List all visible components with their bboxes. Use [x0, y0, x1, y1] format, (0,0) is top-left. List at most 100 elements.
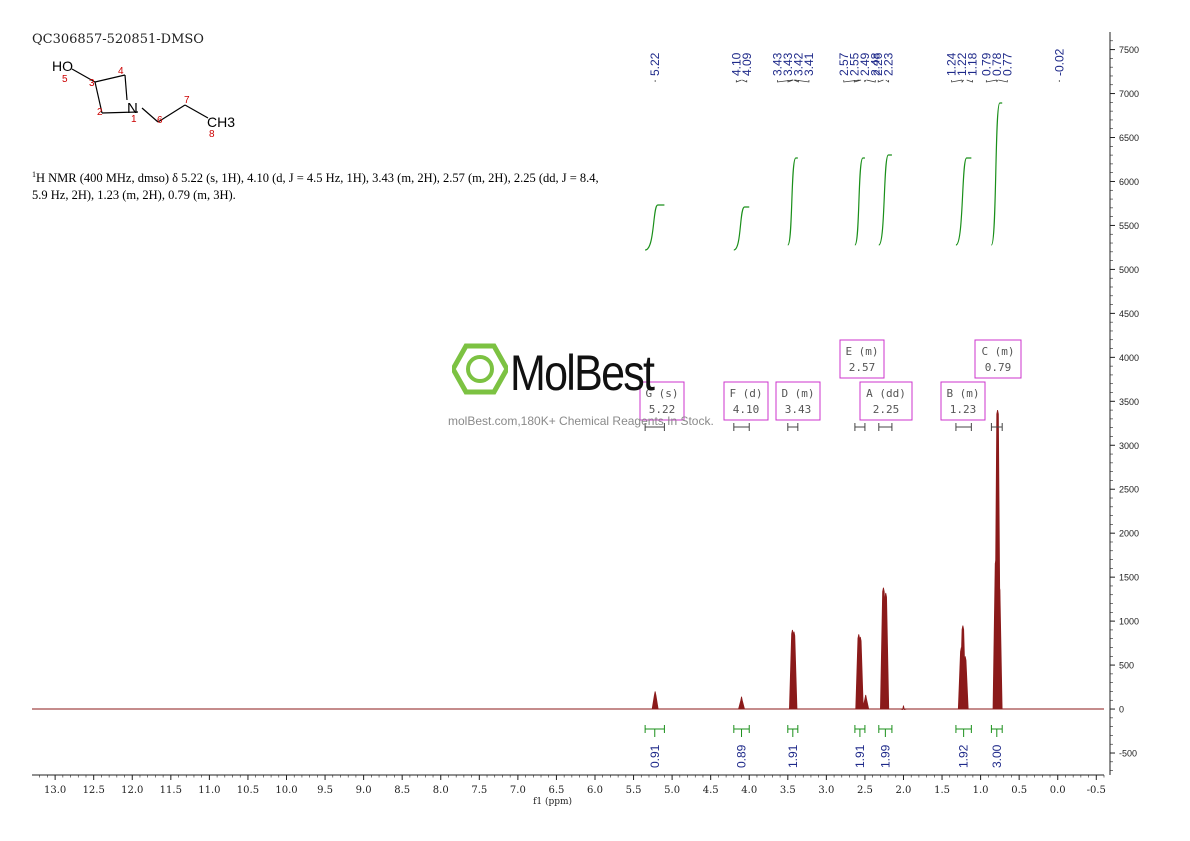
spectrum-peak: [995, 585, 1003, 710]
integral-curve: [955, 157, 972, 246]
x-tick-label: 0.5: [1011, 785, 1027, 796]
x-tick-label: 9.0: [356, 785, 372, 796]
y-tick-label: 4500: [1119, 309, 1139, 319]
peak-label: 2.23: [882, 52, 896, 76]
x-tick-label: 0.0: [1050, 785, 1066, 796]
peak-label: 4.09: [740, 52, 754, 76]
peak-label: 2.57: [837, 52, 851, 76]
multiplet-box: [723, 381, 769, 421]
y-tick-label: 1500: [1119, 573, 1139, 583]
y-tick-label: 5000: [1119, 265, 1139, 275]
integral-value: 1.91: [853, 744, 867, 768]
watermark-tagline: molBest.com,180K+ Chemical Reagents In S…: [448, 414, 714, 428]
y-tick-label: 3500: [1119, 397, 1139, 407]
locant-4: 4: [118, 66, 124, 77]
y-tick-label: 7500: [1119, 45, 1139, 55]
y-tick-label: -500: [1119, 749, 1137, 759]
multiplet-shift: 4.10: [733, 403, 760, 416]
multiplet-box: [775, 381, 821, 421]
peak-label: 2.48: [868, 52, 882, 76]
x-tick-label: 11.5: [160, 785, 182, 796]
chemical-structure: HO N CH3 5 3 4 2 1 6 7 8: [52, 58, 235, 140]
peak-label: 0.77: [1000, 52, 1014, 76]
peak-label-leader: [735, 79, 742, 83]
integral-value: 0.89: [735, 744, 749, 768]
peak-label: 4.10: [729, 52, 743, 76]
locant-2: 2: [97, 107, 103, 118]
y-tick-label: 6500: [1119, 133, 1139, 143]
locant-1: 1: [131, 114, 137, 125]
integral-value: 1.99: [878, 744, 892, 768]
integral-curve: [644, 204, 665, 251]
x-tick-label: 13.0: [44, 785, 66, 796]
peak-label: 5.22: [648, 52, 662, 76]
peak-label-leader: [998, 79, 1008, 83]
multiplet-box: [639, 381, 685, 421]
multiplet-type: E (m): [845, 345, 878, 358]
x-tick-label: 2.5: [857, 785, 873, 796]
spectrum-peak: [862, 694, 870, 710]
integral-value: 1.92: [957, 744, 971, 768]
x-tick-label: 11.0: [198, 785, 220, 796]
peak-label: 3.42: [791, 52, 805, 76]
peak-label: 1.18: [966, 52, 980, 76]
multiplet-box: [859, 381, 913, 421]
multiplet-box: [839, 339, 885, 379]
peak-label: 3.43: [781, 52, 795, 76]
x-tick-label: -0.5: [1087, 785, 1106, 796]
multiplet-shift: 2.25: [873, 403, 900, 416]
peak-label: 2.49: [858, 52, 872, 76]
x-tick-label: 8.0: [433, 785, 449, 796]
y-tick-label: 2000: [1119, 529, 1139, 539]
multiplet-type: C (m): [981, 345, 1014, 358]
atom-n: N: [127, 100, 138, 117]
multiplet-shift: 3.43: [785, 403, 812, 416]
spectrum-peak: [961, 656, 969, 710]
integral-value: 1.91: [786, 744, 800, 768]
peak-label-leader: [742, 79, 748, 83]
peak-label-leader: [794, 79, 810, 83]
spectrum-peak: [856, 636, 864, 710]
sample-id: QC306857-520851-DMSO: [32, 32, 204, 47]
x-tick-label: 4.5: [703, 785, 719, 796]
locant-3: 3: [89, 78, 95, 89]
nmr-description: 1H NMR (400 MHz, dmso) δ 5.22 (s, 1H), 4…: [32, 166, 612, 204]
x-tick-label: 10.5: [237, 785, 259, 796]
x-tick-label: 3.5: [780, 785, 796, 796]
peak-label-leader: [853, 79, 862, 83]
x-tick-label: 3.0: [818, 785, 834, 796]
multiplet-box: [940, 381, 986, 421]
peak-label: -0.02: [1052, 48, 1066, 76]
x-tick-label: 1.5: [934, 785, 950, 796]
spectrum-peak: [738, 696, 745, 710]
x-tick-label: 5.5: [626, 785, 642, 796]
peak-label: 2.26: [871, 52, 885, 76]
x-tick-label: 6.5: [548, 785, 564, 796]
peak-label: 2.55: [847, 52, 861, 76]
integral-value: 0.91: [648, 744, 662, 768]
x-tick-label: 1.0: [973, 785, 989, 796]
integral-curve: [733, 206, 750, 251]
multiplet-type: G (s): [645, 387, 678, 400]
nucleus-superscript: 1: [32, 170, 36, 179]
peak-label: 0.79: [979, 52, 993, 76]
atom-ho: HO: [52, 58, 73, 74]
integral-curve: [990, 102, 1003, 246]
y-tick-label: 2500: [1119, 485, 1139, 495]
multiplet-box: [974, 339, 1022, 379]
peak-label: 3.41: [802, 52, 816, 76]
peak-label-leader: [996, 79, 998, 83]
locant-5: 5: [62, 74, 68, 85]
x-tick-label: 7.0: [510, 785, 526, 796]
x-tick-label: 5.0: [664, 785, 680, 796]
y-tick-label: 5500: [1119, 221, 1139, 231]
spectrum-peak: [651, 691, 659, 710]
integral-value: 3.00: [990, 744, 1004, 768]
integral-curve: [787, 157, 798, 246]
peak-label-leader: [866, 79, 876, 83]
spectrum-peak: [882, 592, 890, 710]
x-tick-label: 10.0: [275, 785, 297, 796]
y-tick-label: 4000: [1119, 353, 1139, 363]
integral-curve: [878, 154, 892, 246]
